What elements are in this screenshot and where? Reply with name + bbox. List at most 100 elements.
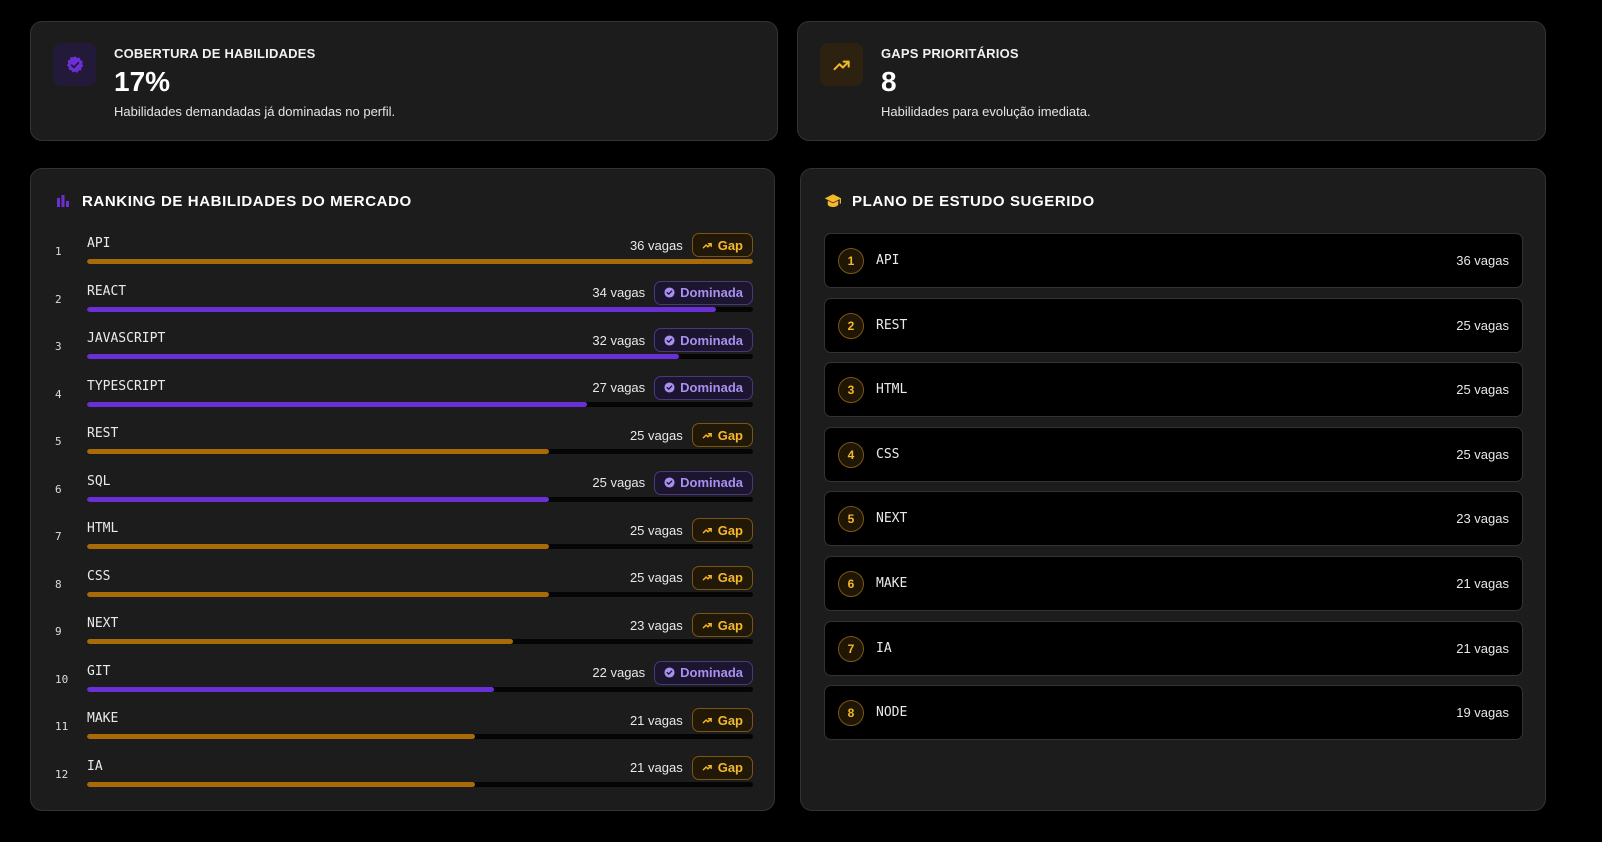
rank-number: 7 (55, 530, 62, 543)
vagas-count: 36 vagas (1456, 253, 1509, 268)
check-circle-icon (664, 667, 675, 678)
gaps-card: GAPS PRIORITÁRIOS 8 Habilidades para evo… (797, 21, 1546, 141)
ranking-list: 1 API 36 vagas Gap 2 REACT 34 vagas Dominada 3 JA… (55, 233, 753, 803)
demand-bar-track (87, 449, 753, 454)
verified-badge-icon (53, 43, 96, 86)
vagas-count: 25 vagas (1456, 446, 1509, 462)
status-badge-label: Gap (717, 760, 743, 775)
plan-step-number: 7 (838, 635, 864, 662)
ranking-row: 2 REACT 34 vagas Dominada (55, 280, 753, 329)
skill-name: REST (87, 426, 119, 441)
skill-name: NODE (876, 705, 908, 721)
plan-step-number: 1 (838, 248, 864, 274)
plan-step-number: 8 (838, 700, 864, 727)
status-badge: Dominada (654, 280, 753, 305)
demand-bar-track (87, 259, 753, 264)
rank-meta: 25 vagas Gap (629, 565, 753, 590)
skill-name: NEXT (87, 616, 119, 631)
rank-meta: 22 vagas Dominada (592, 660, 753, 685)
demand-bar-track (87, 496, 753, 502)
demand-bar-fill (87, 259, 753, 264)
coverage-card: COBERTURA DE HABILIDADES 17% Habilidades… (30, 21, 778, 141)
gaps-description: Habilidades para evolução imediata. (881, 104, 1091, 119)
skill-name: HTML (876, 382, 908, 398)
demand-bar-fill (87, 401, 587, 407)
ranking-row: 4 TYPESCRIPT 27 vagas Dominada (55, 375, 753, 424)
demand-bar-fill (87, 734, 476, 739)
status-badge-label: Gap (717, 427, 743, 443)
study-plan-item: 7 IA 21 vagas (824, 620, 1523, 676)
rank-number: 5 (55, 435, 62, 448)
skill-name: CSS (87, 568, 111, 584)
skill-name: HTML (87, 521, 119, 536)
demand-bar-fill (87, 639, 513, 644)
vagas-count: 25 vagas (629, 570, 683, 585)
study-plan-item: 3 HTML 25 vagas (824, 362, 1523, 418)
vagas-count: 27 vagas (592, 380, 646, 395)
status-badge: Dominada (654, 375, 753, 400)
demand-bar-track (87, 591, 753, 597)
vagas-count: 36 vagas (629, 237, 683, 253)
plan-step-number: 4 (838, 441, 864, 468)
skill-name: API (87, 236, 111, 251)
rank-number: 3 (55, 340, 62, 353)
status-badge-label: Dominada (680, 380, 743, 395)
rank-meta: 21 vagas Gap (630, 708, 753, 732)
rank-meta: 27 vagas Dominada (592, 375, 753, 400)
status-badge: Gap (691, 423, 753, 447)
vagas-count: 21 vagas (629, 760, 683, 775)
demand-bar-track (87, 401, 753, 407)
skill-name: IA (876, 640, 892, 656)
demand-bar-track (87, 686, 753, 692)
demand-bar-fill (87, 544, 550, 549)
vagas-count: 25 vagas (629, 427, 683, 443)
skill-name: MAKE (87, 711, 119, 726)
status-badge-label: Dominada (680, 285, 743, 300)
rank-number: 2 (55, 292, 62, 306)
study-plan-item: 5 NEXT 23 vagas (824, 491, 1523, 547)
status-badge-label: Dominada (680, 332, 743, 348)
rank-number: 9 (55, 625, 62, 638)
rank-meta: 23 vagas Gap (630, 613, 753, 637)
ranking-row: 10 GIT 22 vagas Dominada (55, 660, 753, 709)
status-badge-label: Gap (717, 617, 743, 633)
skill-name: MAKE (876, 575, 908, 591)
skill-name: GIT (87, 663, 111, 679)
check-circle-icon (664, 382, 675, 393)
coverage-label: COBERTURA DE HABILIDADES (114, 46, 316, 61)
vagas-count: 23 vagas (1456, 511, 1509, 527)
gaps-value: 8 (881, 66, 897, 97)
rank-meta: 25 vagas Dominada (592, 470, 753, 495)
study-plan-list: 1 API 36 vagas 2 REST 25 vagas 3 HTML 25 vagas 4 C… (824, 233, 1523, 750)
ranking-row: 3 JAVASCRIPT 32 vagas Dominada (55, 328, 753, 376)
skill-name: REACT (87, 283, 127, 299)
check-circle-icon (664, 477, 675, 488)
rank-meta: 34 vagas Dominada (592, 280, 753, 305)
coverage-value: 17% (114, 66, 171, 97)
study-plan-item: 2 REST 25 vagas (824, 297, 1523, 353)
vagas-count: 21 vagas (1456, 640, 1509, 656)
ranking-row: 8 CSS 25 vagas Gap (55, 565, 753, 614)
rank-meta: 21 vagas Gap (629, 755, 753, 780)
demand-bar-fill (87, 781, 476, 787)
demand-bar-track (87, 639, 753, 644)
study-plan-item: 6 MAKE 21 vagas (824, 555, 1523, 611)
demand-bar-fill (87, 306, 716, 312)
demand-bar-fill (87, 354, 679, 359)
study-plan-panel: PLANO DE ESTUDO SUGERIDO 1 API 36 vagas 2 RE… (800, 168, 1546, 811)
status-badge-label: Gap (717, 570, 743, 585)
vagas-count: 21 vagas (1456, 575, 1509, 591)
trending-up-icon (702, 430, 713, 441)
vagas-count: 32 vagas (592, 332, 646, 348)
status-badge-label: Gap (717, 237, 743, 253)
trending-up-icon (702, 240, 713, 251)
demand-bar-track (87, 306, 753, 312)
study-plan-title: PLANO DE ESTUDO SUGERIDO (824, 192, 1095, 210)
status-badge-label: Dominada (680, 665, 743, 680)
skill-name: API (876, 253, 900, 268)
demand-bar-track (87, 544, 753, 549)
status-badge: Gap (691, 233, 753, 257)
rank-number: 10 (55, 672, 69, 686)
vagas-count: 23 vagas (629, 617, 683, 633)
bar-chart-icon (54, 192, 72, 210)
